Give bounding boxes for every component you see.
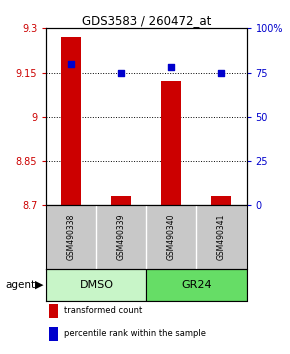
Text: ▶: ▶ <box>35 280 43 290</box>
Point <box>119 70 124 75</box>
Text: GSM490341: GSM490341 <box>217 214 226 261</box>
Bar <box>162 81 182 205</box>
Point <box>69 61 74 67</box>
Title: GDS3583 / 260472_at: GDS3583 / 260472_at <box>82 14 211 27</box>
Bar <box>211 196 231 205</box>
Bar <box>111 196 131 205</box>
Text: GR24: GR24 <box>181 280 212 290</box>
Text: GSM490339: GSM490339 <box>117 214 126 261</box>
Text: transformed count: transformed count <box>64 306 142 315</box>
Bar <box>61 37 81 205</box>
Point <box>219 70 224 75</box>
Bar <box>146 269 246 301</box>
Text: DMSO: DMSO <box>79 280 113 290</box>
Bar <box>46 269 146 301</box>
Text: GSM490338: GSM490338 <box>67 214 76 261</box>
Text: agent: agent <box>6 280 36 290</box>
Point <box>169 64 174 70</box>
Text: GSM490340: GSM490340 <box>167 214 176 261</box>
Text: percentile rank within the sample: percentile rank within the sample <box>64 329 206 338</box>
